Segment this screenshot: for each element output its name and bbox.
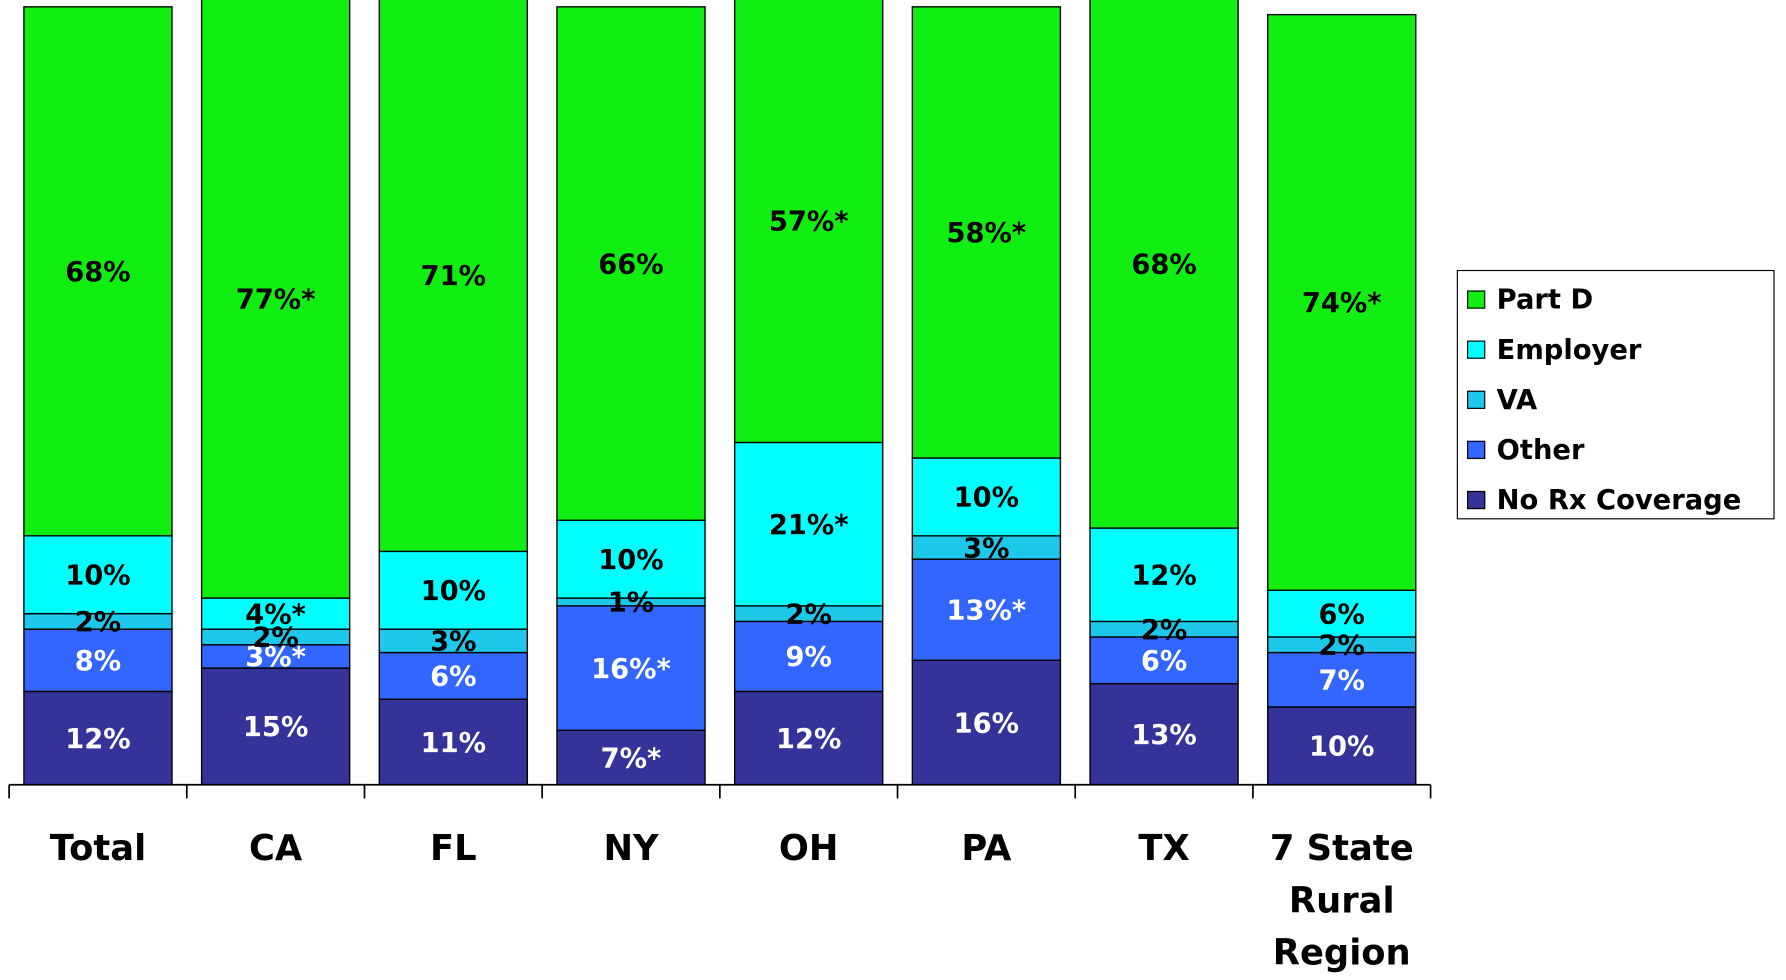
data-label: 7% — [1319, 666, 1365, 697]
bar-segment — [1267, 706, 1417, 786]
bar-segment — [23, 690, 173, 786]
bar-segment — [378, 698, 529, 786]
x-tick-label: PA — [961, 828, 1012, 870]
x-tick-label: CA — [249, 828, 303, 870]
data-label: 3% — [430, 627, 476, 658]
bar-segment — [556, 519, 706, 599]
bar-segment — [1089, 0, 1239, 529]
bar-segment — [23, 535, 173, 615]
data-label: 13% — [1131, 720, 1196, 751]
x-tick-label: OH — [778, 828, 839, 870]
legend-item: No Rx Coverage — [1467, 483, 1741, 517]
bar-segment — [911, 558, 1062, 661]
legend-swatch — [1467, 490, 1486, 510]
legend-item: Part D — [1467, 282, 1593, 316]
data-label: 2% — [252, 623, 298, 654]
bar-segment — [911, 6, 1062, 459]
data-label: 10% — [598, 545, 663, 576]
data-label: 3% — [963, 533, 1009, 564]
legend-label: VA — [1496, 383, 1538, 416]
x-tick-label: TX — [1138, 828, 1190, 870]
data-label: 8% — [75, 646, 121, 677]
data-label: 57%* — [769, 207, 849, 238]
data-label: 58%* — [947, 218, 1027, 249]
data-label: 12% — [776, 724, 841, 755]
data-label: 6% — [1319, 599, 1365, 630]
bar-segment — [378, 651, 529, 700]
data-label: 2% — [75, 607, 121, 638]
data-label: 12% — [65, 724, 130, 755]
x-tick-label: 7 State Rural Region — [1269, 828, 1414, 974]
bar-segment — [23, 6, 173, 537]
bar-segment — [1089, 682, 1239, 786]
data-label: 2% — [1319, 631, 1365, 662]
data-label: 2% — [1141, 615, 1187, 646]
data-label: 21%* — [769, 510, 849, 541]
data-label: 3%* — [245, 642, 306, 673]
legend-item: Other — [1467, 433, 1584, 467]
data-label: 66% — [598, 249, 663, 280]
bar-segment — [23, 628, 173, 693]
bar-segment — [733, 0, 884, 444]
bar-segment — [556, 605, 706, 731]
bar-segment — [200, 0, 351, 599]
data-label: 11% — [421, 728, 486, 759]
data-label: 15% — [243, 712, 308, 743]
data-label: 71% — [421, 261, 486, 292]
x-tick-label: FL — [430, 828, 477, 870]
bar-segment — [556, 6, 706, 521]
data-label: 6% — [430, 662, 476, 693]
bar-segment — [911, 457, 1062, 537]
data-label: 77%* — [236, 284, 316, 315]
data-label: 68% — [1131, 249, 1196, 280]
bar-segment — [911, 659, 1062, 786]
data-label: 10% — [954, 483, 1019, 514]
data-label: 1% — [608, 588, 654, 619]
legend-item: Employer — [1467, 333, 1641, 367]
data-label: 68% — [65, 257, 130, 288]
bar-segment — [1267, 651, 1417, 708]
bar-segment — [733, 441, 884, 607]
legend-label: Part D — [1496, 283, 1594, 316]
data-label: 74%* — [1302, 288, 1382, 319]
data-label: 2% — [785, 599, 831, 630]
legend: Part D Employer VA Other No Rx Coverage — [1456, 269, 1775, 520]
data-label: 16%* — [591, 654, 671, 685]
data-label: 10% — [65, 561, 130, 592]
legend-swatch — [1467, 440, 1486, 460]
x-tick-label: Total — [49, 828, 147, 870]
legend-label: Other — [1496, 433, 1585, 466]
legend-label: Employer — [1496, 333, 1642, 366]
bar-segment — [200, 667, 351, 786]
bar-segment — [378, 550, 529, 630]
legend-swatch — [1467, 290, 1486, 309]
legend-item: VA — [1467, 383, 1537, 417]
data-label: 7%* — [601, 743, 662, 774]
legend-swatch — [1467, 340, 1486, 359]
data-label: 16% — [954, 708, 1019, 739]
data-label: 10% — [1309, 732, 1374, 763]
data-label: 12% — [1131, 561, 1196, 592]
bar-segment — [556, 729, 706, 786]
data-label: 6% — [1141, 646, 1187, 677]
bar-segment — [1089, 527, 1239, 623]
data-label: 10% — [421, 576, 486, 607]
data-label: 4%* — [245, 599, 306, 630]
legend-label: No Rx Coverage — [1496, 484, 1742, 516]
x-tick-label: NY — [603, 828, 659, 870]
legend-swatch — [1467, 390, 1486, 409]
bar-segment — [1089, 636, 1239, 685]
data-label: 13%* — [947, 596, 1027, 627]
bar-segment — [1267, 13, 1417, 591]
data-label: 9% — [785, 642, 831, 673]
bar-segment — [1267, 589, 1417, 638]
bar-segment — [378, 0, 529, 553]
